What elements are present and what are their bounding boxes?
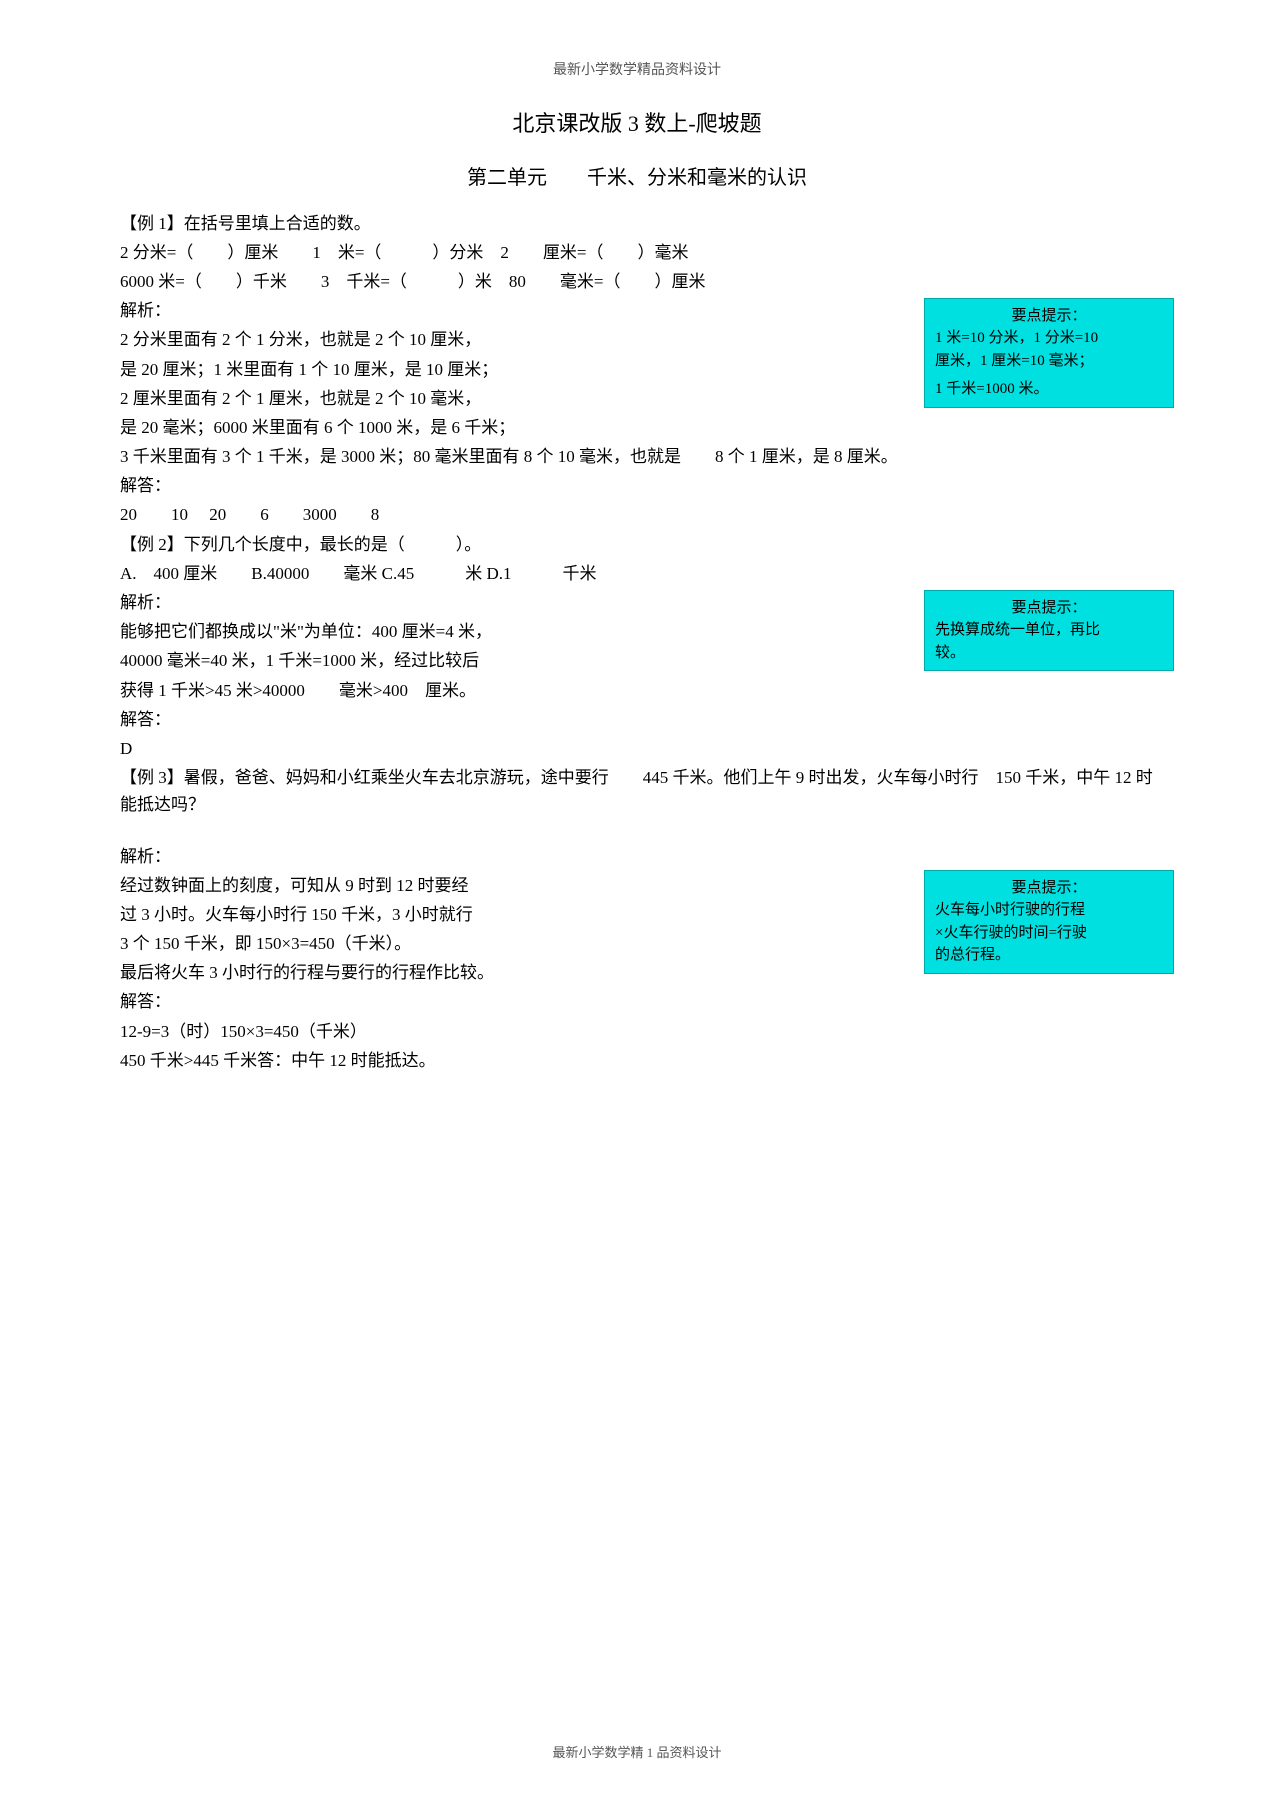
tip1-line: 厘米，1 厘米=10 毫米； <box>935 350 1163 373</box>
tip1-line: 1 米=10 分米，1 分米=10 <box>935 327 1163 350</box>
ex3-answer: 450 千米>445 千米答：中午 12 时能抵达。 <box>120 1047 1154 1074</box>
ex3-answer: 12-9=3（时）150×3=450（千米） <box>120 1018 1154 1045</box>
tip-box-2: 要点提示： 先换算成统一单位，再比 较。 <box>924 590 1174 672</box>
tip-box-1: 要点提示： 1 米=10 分米，1 分米=10 厘米，1 厘米=10 毫米； 1… <box>924 298 1174 408</box>
ex1-label: 【例 1】在括号里填上合适的数。 <box>120 210 1154 237</box>
ex2-label: 【例 2】下列几个长度中，最长的是（ ）。 <box>120 531 1154 558</box>
tip2-line: 先换算成统一单位，再比 <box>935 619 1163 642</box>
ex2-analysis: 获得 1 千米>45 米>40000 毫米>400 厘米。 <box>120 677 1154 704</box>
ex2-answer: D <box>120 735 1154 762</box>
tip3-line: ×火车行驶的时间=行驶 <box>935 922 1163 945</box>
content-area: 【例 1】在括号里填上合适的数。 2 分米=（ ）厘米 1 米=（ ）分米 2 … <box>120 210 1154 1074</box>
page-footer: 最新小学数学精 1 品资料设计 <box>0 1743 1274 1764</box>
ex1-answer: 20 10 20 6 3000 8 <box>120 501 1154 528</box>
ex1-row2: 6000 米=（ ）千米 3 千米=（ ）米 80 毫米=（ ）厘米 <box>120 268 1154 295</box>
ex3-label: 【例 3】暑假，爸爸、妈妈和小红乘坐火车去北京游玩，途中要行 445 千米。他们… <box>120 764 1154 818</box>
tip2-line: 较。 <box>935 642 1163 665</box>
ex2-answer-label: 解答： <box>120 706 1154 733</box>
tip3-line: 火车每小时行驶的行程 <box>935 899 1163 922</box>
tip-box-3: 要点提示： 火车每小时行驶的行程 ×火车行驶的时间=行驶 的总行程。 <box>924 870 1174 974</box>
tip1-title: 要点提示： <box>935 305 1163 328</box>
ex1-analysis: 是 20 毫米；6000 米里面有 6 个 1000 米，是 6 千米； <box>120 414 1154 441</box>
ex1-row1: 2 分米=（ ）厘米 1 米=（ ）分米 2 厘米=（ ）毫米 <box>120 239 1154 266</box>
blank-line <box>120 821 1154 841</box>
ex2-options: A. 400 厘米 B.40000 毫米 C.45 米 D.1 千米 <box>120 560 1154 587</box>
unit-title: 第二单元 千米、分米和毫米的认识 <box>120 162 1154 194</box>
page-header: 最新小学数学精品资料设计 <box>120 60 1154 82</box>
tip1-line: 1 千米=1000 米。 <box>935 378 1163 401</box>
tip3-line: 的总行程。 <box>935 944 1163 967</box>
ex3-analysis-label: 解析： <box>120 843 1154 870</box>
ex1-analysis: 3 千米里面有 3 个 1 千米，是 3000 米；80 毫米里面有 8 个 1… <box>120 443 1154 470</box>
doc-title: 北京课改版 3 数上-爬坡题 <box>120 106 1154 141</box>
tip3-title: 要点提示： <box>935 877 1163 900</box>
ex3-answer-label: 解答： <box>120 988 1154 1015</box>
tip2-title: 要点提示： <box>935 597 1163 620</box>
ex1-answer-label: 解答： <box>120 472 1154 499</box>
